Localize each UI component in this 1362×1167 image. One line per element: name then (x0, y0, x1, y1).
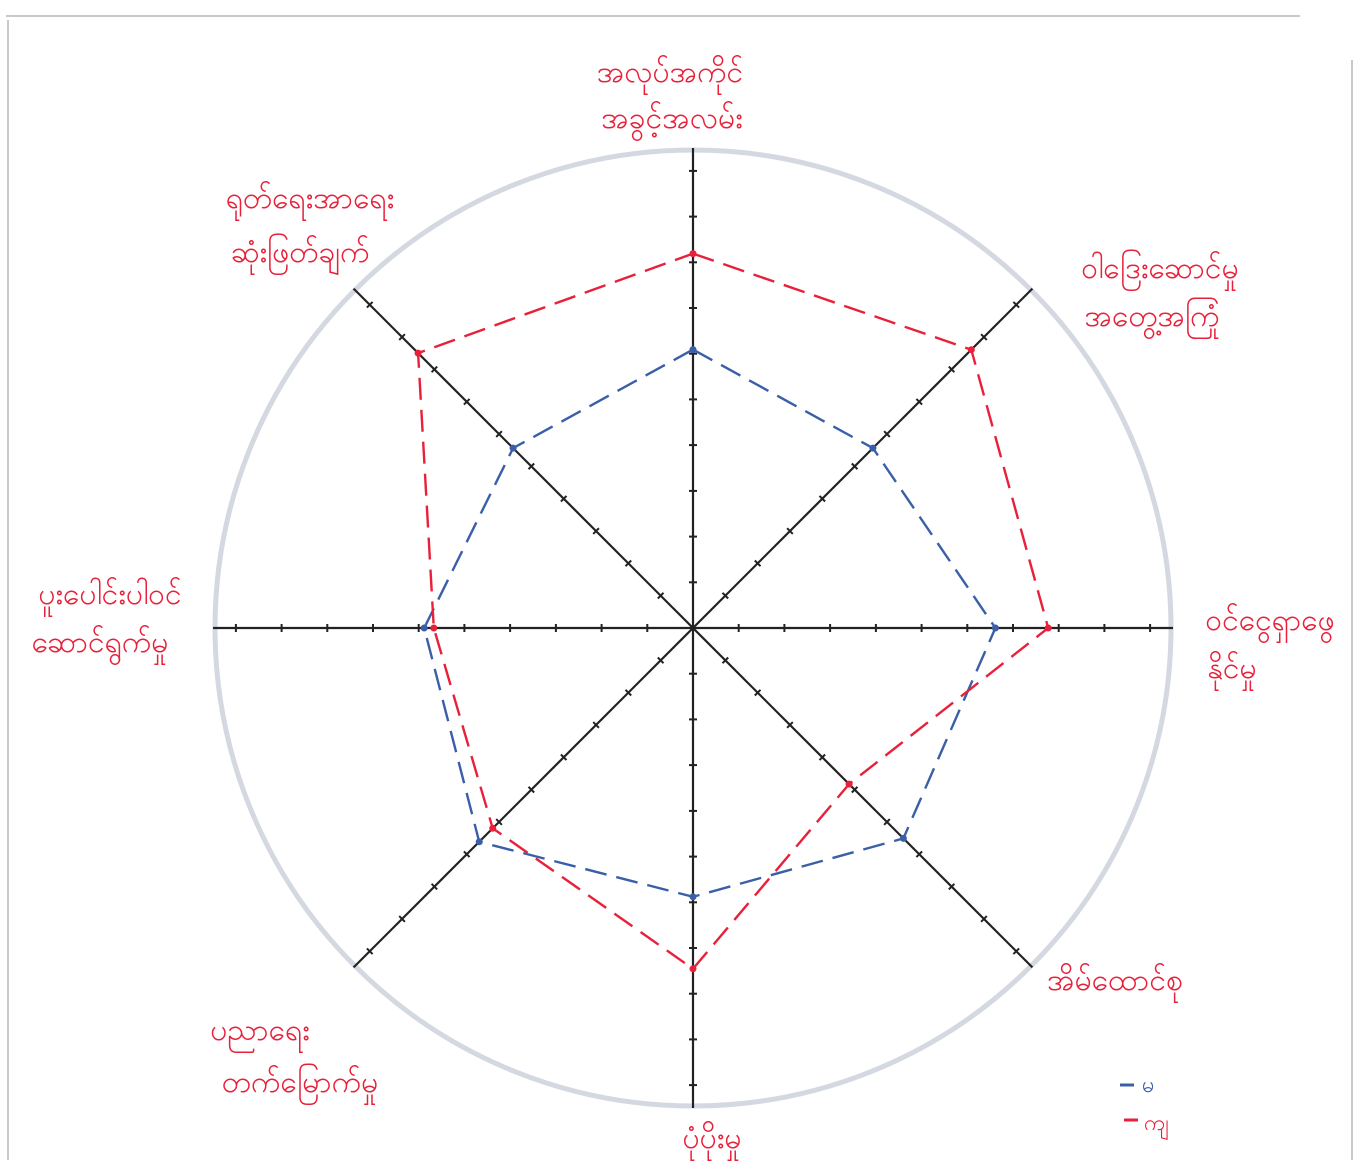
axis-label-8-line1: ရုတ်ရေးအာရေး (226, 181, 395, 222)
axis-line-4 (692, 627, 1034, 969)
axis-6-tick-5 (527, 786, 535, 794)
legend-label-2: ကျ (1144, 1111, 1169, 1140)
series-1-point-5 (689, 893, 697, 901)
series-1-point-4 (899, 834, 907, 842)
axes-layer (213, 148, 1173, 1108)
series-1-point-1 (689, 346, 697, 354)
axis-6-tick-2 (624, 689, 632, 697)
axis-2-tick-9 (980, 333, 988, 341)
axis-8-tick-5 (527, 462, 535, 470)
axis-2-tick-6 (883, 430, 891, 438)
series-layer (414, 250, 1052, 973)
legend-item-1: မ (1120, 1073, 1155, 1098)
axis-line-2 (692, 287, 1034, 629)
axis-4-tick-6 (883, 818, 891, 826)
axis-6-tick-3 (592, 721, 600, 729)
axis-2-tick-1 (721, 592, 729, 600)
series-2-point-8 (414, 349, 422, 357)
axis-2-tick-2 (754, 559, 762, 567)
axis-label-4-line1: အိမ်ထောင်စု (1047, 963, 1183, 1004)
axis-4-tick-9 (980, 915, 988, 923)
series-1-point-3 (991, 624, 999, 632)
axis-6-tick-8 (430, 883, 438, 891)
axis-8-tick-3 (592, 527, 600, 535)
series-1-point-8 (509, 444, 517, 452)
axis-8-tick-6 (495, 430, 503, 438)
axis-line-8 (352, 287, 694, 629)
axis-4-tick-2 (754, 689, 762, 697)
axis-4-tick-1 (721, 656, 729, 664)
series-1-point-7 (420, 624, 428, 632)
axis-label-3-line2: နိုင်မှု (1207, 651, 1256, 692)
axis-4-tick-3 (786, 721, 794, 729)
axis-label-2: ဝါဒြေးဆောင်မှု အတွေ့အကြုံ (1081, 249, 1238, 340)
axis-label-5: ပုံပိုးမှု (683, 1121, 742, 1162)
axis-4-tick-8 (948, 883, 956, 891)
axis-label-1: အလုပ်အကိုင် အခွင့်အလမ်း (597, 55, 743, 142)
axis-label-7-line1: ပူးပေါင်းပါဝင် (38, 576, 181, 618)
axis-8-tick-9 (398, 333, 406, 341)
axis-8-tick-8 (430, 365, 438, 373)
axis-label-6-line1: ပညာရေး (210, 1013, 310, 1054)
axis-6-tick-6 (495, 818, 503, 826)
series-2-point-1 (689, 250, 697, 258)
series-2-point-3 (1044, 624, 1052, 632)
axis-label-7-line2: ဆောင်ရွက်မှု (32, 625, 169, 666)
axis-label-3: ဝင်ငွေရှာဖွေ နိုင်မှု (1205, 603, 1334, 692)
legend-item-2: ကျ (1124, 1111, 1169, 1140)
axis-8-tick-4 (560, 495, 568, 503)
series-1-point-6 (475, 838, 483, 846)
series-2-point-7 (430, 624, 438, 632)
series-2-point-2 (967, 346, 975, 354)
axis-label-8: ရုတ်ရေးအာရေး ဆုံးဖြတ်ချက် (226, 181, 395, 276)
series-2-point-4 (845, 780, 853, 788)
axis-6-tick-9 (398, 915, 406, 923)
axis-4-tick-10 (1012, 947, 1020, 955)
axis-2-tick-4 (818, 495, 826, 503)
axis-label-4: အိမ်ထောင်စု (1047, 963, 1183, 1004)
axis-label-6-line2: တက်မြောက်မှု (222, 1063, 378, 1106)
axis-8-tick-2 (624, 559, 632, 567)
axis-label-2-line1: ဝါဒြေးဆောင်မှု (1081, 249, 1238, 292)
series-1-point-2 (869, 444, 877, 452)
axis-4-tick-4 (818, 753, 826, 761)
axis-label-8-line2: ဆုံးဖြတ်ချက် (231, 233, 370, 276)
series-2-point-5 (689, 965, 697, 973)
axis-6-tick-1 (657, 656, 665, 664)
axis-8-tick-10 (366, 301, 374, 309)
axis-4-tick-5 (851, 786, 859, 794)
axis-8-tick-1 (657, 592, 665, 600)
axis-label-3-line1: ဝင်ငွေရှာဖွေ (1205, 603, 1334, 644)
axis-6-tick-10 (366, 947, 374, 955)
axis-2-tick-5 (851, 462, 859, 470)
axis-label-5-line1: ပုံပိုးမှု (683, 1121, 742, 1162)
axis-2-tick-3 (786, 527, 794, 535)
axis-label-7: ပူးပေါင်းပါဝင် ဆောင်ရွက်မှု (32, 576, 182, 666)
axis-6-tick-7 (463, 850, 471, 858)
axis-label-1-line1: အလုပ်အကိုင် (597, 55, 743, 96)
axis-4-tick-7 (915, 850, 923, 858)
axis-2-tick-10 (1012, 301, 1020, 309)
axis-8-tick-7 (463, 398, 471, 406)
axis-label-6: ပညာရေး တက်မြောက်မှု (210, 1013, 378, 1106)
axis-label-1-line2: အခွင့်အလမ်း (601, 101, 742, 142)
axis-2-tick-8 (948, 365, 956, 373)
legend: မ ကျ (1120, 1073, 1169, 1140)
series-2-point-6 (489, 824, 497, 832)
axis-2-tick-7 (915, 398, 923, 406)
axis-6-tick-4 (560, 753, 568, 761)
axis-label-2-line2: အတွေ့အကြုံ (1085, 297, 1220, 340)
axis-line-6 (352, 627, 694, 969)
legend-label-1: မ (1142, 1073, 1155, 1098)
